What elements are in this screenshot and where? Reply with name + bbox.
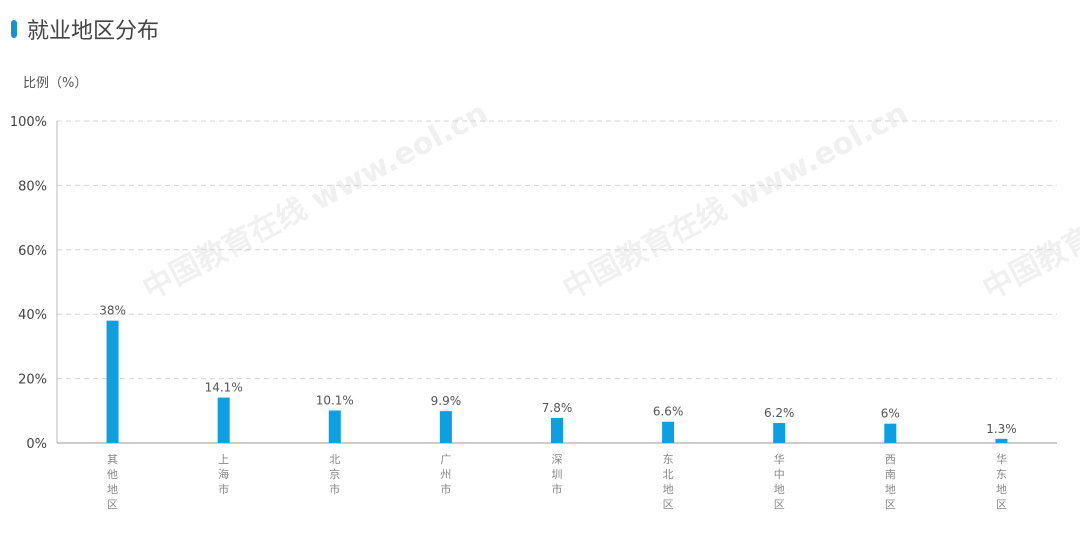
data-label: 1.3% — [986, 422, 1017, 436]
bar — [217, 397, 230, 443]
x-tick-char: 市 — [552, 482, 563, 496]
x-tick-char: 地 — [996, 483, 1007, 496]
y-tick-label: 80% — [18, 179, 47, 194]
y-tick-label: 0% — [26, 437, 47, 452]
data-label: 6.2% — [764, 406, 795, 420]
x-tick-char: 市 — [218, 482, 229, 496]
watermark-text: 中国教育在线 www.eol.cn — [557, 95, 913, 307]
x-tick-label: 其他地区 — [107, 453, 118, 511]
x-tick-char: 区 — [996, 498, 1007, 511]
data-label: 38% — [99, 304, 126, 318]
bar — [328, 410, 341, 443]
bar — [439, 411, 452, 443]
x-tick-char: 区 — [885, 498, 896, 511]
y-tick-label: 100% — [10, 115, 47, 130]
x-tick-char: 北 — [663, 468, 674, 481]
x-tick-char: 地 — [663, 483, 674, 496]
x-tick-char: 地 — [774, 483, 785, 496]
x-tick-char: 中 — [774, 468, 785, 481]
data-label: 9.9% — [431, 394, 462, 408]
bar — [773, 423, 786, 443]
x-tick-char: 地 — [107, 483, 118, 496]
x-tick-char: 上 — [218, 453, 229, 466]
x-tick-label: 华东地区 — [996, 452, 1007, 511]
data-label: 6% — [881, 407, 900, 421]
y-tick-label: 20% — [18, 373, 47, 388]
x-tick-label: 上海市 — [218, 453, 229, 496]
x-tick-label: 北京市 — [329, 453, 340, 496]
x-tick-char: 海 — [218, 467, 229, 481]
x-tick-char: 北 — [329, 453, 340, 466]
x-tick-char: 地 — [885, 483, 896, 496]
x-tick-char: 州 — [440, 468, 451, 481]
bar — [106, 320, 119, 443]
watermark-text: 中国教育在线 www.eol.cn — [137, 95, 493, 307]
x-tick-label: 广州市 — [440, 453, 451, 496]
y-axis-label: 比例（%） — [23, 76, 88, 91]
x-tick-char: 华 — [996, 452, 1007, 466]
x-tick-char: 他 — [107, 468, 118, 481]
x-tick-label: 深圳市 — [552, 453, 563, 496]
bar — [662, 421, 675, 443]
data-label: 10.1% — [316, 393, 354, 407]
x-tick-char: 区 — [663, 498, 674, 511]
x-tick-char: 区 — [774, 498, 785, 511]
x-tick-char: 东 — [996, 468, 1007, 481]
x-tick-char: 京 — [329, 467, 340, 481]
x-tick-label: 华中地区 — [774, 452, 785, 511]
x-tick-char: 市 — [440, 482, 451, 496]
y-tick-label: 40% — [18, 308, 47, 323]
watermark-text: 中国教育在线 www.eol.cn — [977, 95, 1080, 307]
x-tick-label: 东北地区 — [663, 453, 674, 511]
bar — [551, 417, 563, 443]
y-tick-label: 60% — [18, 244, 47, 259]
title-accent-bar — [11, 20, 17, 38]
x-tick-char: 西 — [885, 453, 896, 466]
x-tick-char: 区 — [107, 498, 118, 511]
bar — [884, 423, 897, 443]
x-tick-char: 东 — [663, 453, 674, 466]
x-tick-char: 南 — [885, 468, 896, 481]
data-label: 6.6% — [653, 405, 684, 419]
bar — [995, 438, 1008, 443]
x-tick-char: 其 — [107, 453, 118, 466]
x-tick-char: 华 — [774, 452, 785, 466]
x-tick-label: 西南地区 — [885, 453, 896, 511]
data-label: 14.1% — [205, 381, 243, 395]
data-label: 7.8% — [542, 401, 573, 415]
x-tick-char: 圳 — [552, 468, 563, 481]
x-tick-char: 深 — [552, 453, 563, 466]
x-tick-char: 市 — [329, 482, 340, 496]
x-tick-char: 广 — [440, 453, 451, 466]
chart-title: 就业地区分布 — [27, 19, 160, 44]
